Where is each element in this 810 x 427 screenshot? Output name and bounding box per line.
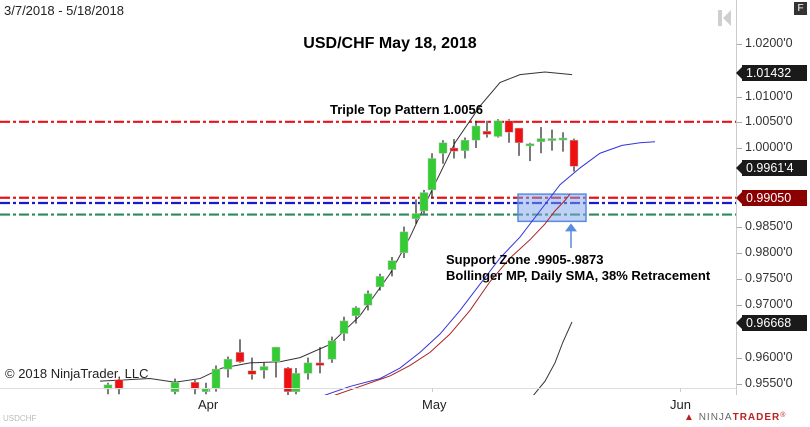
- bear-candle[interactable]: [504, 120, 514, 133]
- bull-candle[interactable]: [399, 231, 409, 254]
- bear-candle[interactable]: [235, 352, 245, 363]
- logo-trader: TRADER: [732, 412, 781, 423]
- bear-candle[interactable]: [247, 370, 257, 375]
- bull-candle[interactable]: [170, 381, 180, 392]
- y-tick-label: 1.0000'0: [745, 140, 793, 154]
- horizontal-lines: [0, 120, 736, 216]
- x-tick-apr: Apr: [198, 397, 219, 412]
- y-tick-mark: [737, 384, 742, 385]
- date-range: 3/7/2018 - 5/18/2018: [4, 3, 124, 18]
- bear-candle[interactable]: [114, 379, 124, 390]
- bull-candle[interactable]: [351, 307, 361, 316]
- f-button[interactable]: F: [794, 2, 807, 15]
- bull-candle[interactable]: [375, 276, 385, 288]
- triple-top-annotation: Triple Top Pattern 1.0056: [330, 102, 483, 117]
- y-tick-label: 1.0050'0: [745, 114, 793, 128]
- y-tick-mark: [737, 358, 742, 359]
- price-flag: 0.96668: [736, 314, 807, 331]
- x-tick-jun: Jun: [670, 397, 691, 412]
- bull-candle[interactable]: [493, 120, 503, 137]
- y-tick-mark: [737, 97, 742, 98]
- candlesticks: [103, 119, 579, 395]
- bollinger-lower-line: [533, 321, 573, 395]
- y-tick-label: 0.9850'0: [745, 219, 793, 233]
- y-tick-mark: [737, 122, 742, 123]
- support-zone: [517, 193, 587, 248]
- bull-candle[interactable]: [471, 125, 481, 141]
- bollinger-middle-line: [323, 141, 656, 395]
- support-zone-line2: Bollinger MP, Daily SMA, 38% Retracement: [446, 268, 711, 283]
- bull-candle[interactable]: [223, 358, 233, 370]
- bear-candle[interactable]: [190, 381, 200, 390]
- bear-candle[interactable]: [569, 139, 579, 167]
- support-zone-annotation: Support Zone .9905-.9873 Bollinger MP, D…: [446, 252, 710, 284]
- y-tick-mark: [737, 253, 742, 254]
- bull-candle[interactable]: [259, 366, 269, 371]
- arrow-up-icon: [565, 223, 577, 232]
- bull-candle[interactable]: [536, 138, 546, 142]
- x-tick-may: May: [422, 397, 447, 412]
- bollinger-upper-line: [99, 71, 573, 383]
- bull-candle[interactable]: [411, 213, 421, 219]
- y-tick-mark: [737, 44, 742, 45]
- price-axis[interactable]: 1.0200'0 1.0100'0 1.0050'0 1.0000'0 0.9850'0…: [736, 0, 810, 395]
- bear-candle[interactable]: [514, 127, 524, 144]
- bear-candle[interactable]: [449, 147, 459, 152]
- y-tick-label: 1.0100'0: [745, 89, 793, 103]
- sma-line: [333, 193, 571, 395]
- bull-candle[interactable]: [271, 346, 281, 363]
- bull-candle[interactable]: [427, 158, 437, 191]
- support-zone-box[interactable]: [517, 193, 587, 223]
- copyright: © 2018 NinjaTrader, LLC: [5, 366, 149, 381]
- chart-title: USD/CHF May 18, 2018: [303, 35, 477, 52]
- bull-candle[interactable]: [363, 293, 373, 306]
- support-zone-line1: Support Zone .9905-.9873: [446, 252, 604, 267]
- scroll-to-start-icon[interactable]: [718, 10, 732, 26]
- bull-candle[interactable]: [547, 138, 557, 141]
- x-tick-mark: [680, 388, 681, 392]
- y-tick-label: 0.9800'0: [745, 245, 793, 259]
- x-tick-mark: [432, 388, 433, 392]
- price-flag: 0.9961'4: [736, 160, 807, 177]
- logo-ninja: NINJA: [698, 412, 733, 423]
- y-tick-label: 0.9700'0: [745, 297, 793, 311]
- bull-candle[interactable]: [103, 384, 113, 390]
- price-flag: 1.01432: [736, 64, 807, 81]
- ninjatrader-logo: ▲ NINJATRADER®: [684, 412, 787, 423]
- x-axis-line: [0, 388, 736, 389]
- y-tick-mark: [737, 148, 742, 149]
- y-tick-mark: [737, 279, 742, 280]
- x-tick-mark: [208, 388, 209, 392]
- logo-icon: ▲: [684, 412, 695, 423]
- y-tick-label: 0.9750'0: [745, 271, 793, 285]
- bull-candle[interactable]: [387, 260, 397, 270]
- bull-candle[interactable]: [525, 143, 535, 147]
- symbol-label: USDCHF: [3, 414, 37, 423]
- y-tick-label: 1.0200'0: [745, 36, 793, 50]
- bull-candle[interactable]: [211, 368, 221, 389]
- y-tick-label: 0.9550'0: [745, 376, 793, 390]
- y-tick-mark: [737, 227, 742, 228]
- bull-candle[interactable]: [558, 137, 568, 141]
- bull-candle[interactable]: [438, 142, 448, 154]
- bull-candle[interactable]: [339, 320, 349, 334]
- bull-candle[interactable]: [460, 139, 470, 151]
- price-chart[interactable]: [0, 0, 736, 395]
- y-tick-mark: [737, 305, 742, 306]
- y-tick-label: 0.9600'0: [745, 350, 793, 364]
- bear-candle[interactable]: [315, 362, 325, 366]
- bull-candle[interactable]: [303, 362, 313, 374]
- bull-candle[interactable]: [327, 340, 337, 360]
- bull-candle[interactable]: [419, 192, 429, 212]
- bear-candle[interactable]: [482, 130, 492, 135]
- bull-candle[interactable]: [291, 373, 301, 392]
- indicator-lines: [99, 71, 656, 395]
- price-flag: 0.99050: [736, 189, 807, 206]
